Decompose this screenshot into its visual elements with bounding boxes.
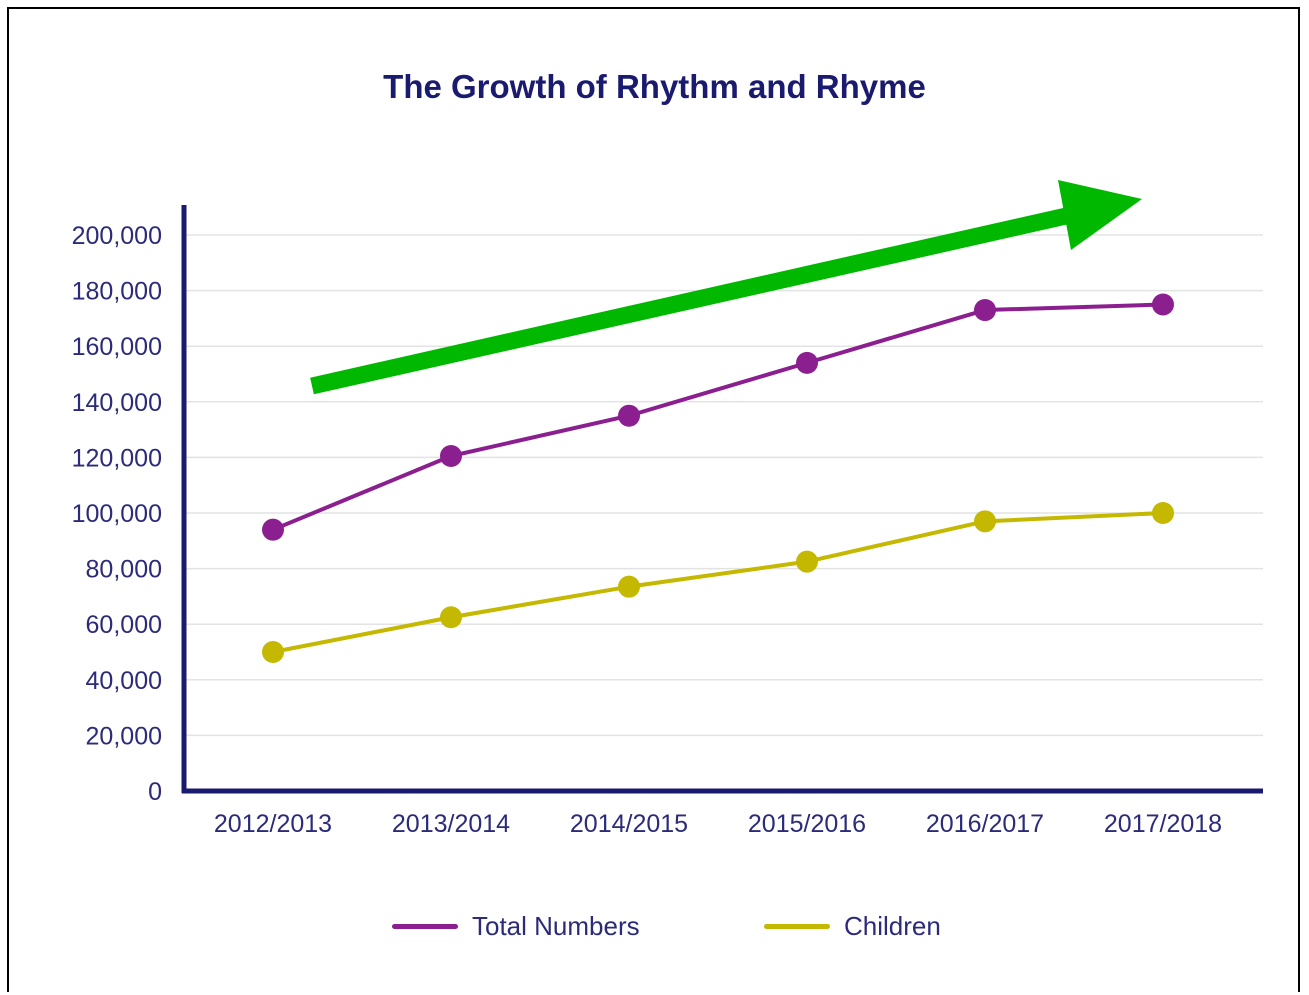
legend-label-children: Children bbox=[844, 910, 941, 941]
series-line-children bbox=[272, 511, 1164, 654]
y-tick-label: 40,000 bbox=[86, 667, 162, 695]
x-tick-label: 2013/2014 bbox=[392, 810, 510, 838]
x-tick-label: 2012/2013 bbox=[214, 810, 332, 838]
legend-swatch-total-numbers bbox=[392, 923, 458, 929]
y-tick-label: 80,000 bbox=[86, 556, 162, 584]
y-tick-label: 140,000 bbox=[72, 389, 162, 417]
data-point-total-numbers bbox=[974, 299, 996, 322]
trend-arrow-icon bbox=[310, 180, 1142, 395]
y-tick-label: 160,000 bbox=[72, 333, 162, 361]
series-line-total-numbers bbox=[272, 302, 1164, 532]
y-tick-label: 120,000 bbox=[72, 444, 162, 472]
legend: Total Numbers Children bbox=[0, 908, 1309, 948]
data-point-total-numbers bbox=[1152, 293, 1174, 316]
series-total-numbers bbox=[262, 293, 1174, 541]
y-tick-label: 60,000 bbox=[86, 611, 162, 639]
gridlines bbox=[184, 234, 1263, 737]
data-point-total-numbers bbox=[796, 351, 818, 374]
legend-swatch-children bbox=[764, 923, 830, 929]
y-tick-label: 180,000 bbox=[72, 278, 162, 306]
series-children bbox=[262, 502, 1174, 663]
x-tick-label: 2014/2015 bbox=[570, 810, 688, 838]
chart-frame bbox=[7, 7, 1300, 992]
y-tick-label: 200,000 bbox=[72, 222, 162, 250]
y-tick-label: 100,000 bbox=[72, 500, 162, 528]
data-point-total-numbers bbox=[618, 404, 640, 427]
data-point-children bbox=[974, 510, 996, 533]
data-point-total-numbers bbox=[262, 518, 284, 541]
trend-arrow-head bbox=[1058, 180, 1142, 250]
data-point-children bbox=[618, 575, 640, 598]
legend-item-children: Children bbox=[764, 908, 941, 944]
trend-arrow-shaft bbox=[310, 205, 1077, 395]
x-axis-ticks: 2012/2013 2013/2014 2014/2015 2015/2016 2016… bbox=[214, 810, 1222, 838]
legend-item-total-numbers: Total Numbers bbox=[392, 908, 640, 944]
chart-title: The Growth of Rhythm and Rhyme bbox=[383, 68, 926, 105]
x-tick-label: 2015/2016 bbox=[748, 810, 866, 838]
x-tick-label: 2017/2018 bbox=[1104, 810, 1222, 838]
data-point-total-numbers bbox=[440, 445, 462, 468]
data-point-children bbox=[796, 550, 818, 573]
series-layer bbox=[262, 293, 1174, 663]
data-point-children bbox=[440, 606, 462, 629]
y-axis-ticks: 0 20,000 40,000 60,000 80,000 100,000 120,000 1… bbox=[72, 222, 162, 806]
data-point-children bbox=[1152, 502, 1174, 524]
legend-label-total-numbers: Total Numbers bbox=[472, 910, 640, 941]
x-tick-label: 2016/2017 bbox=[926, 810, 1044, 838]
y-tick-label: 0 bbox=[148, 778, 162, 806]
y-tick-label: 20,000 bbox=[86, 722, 162, 750]
data-point-children bbox=[262, 641, 284, 663]
